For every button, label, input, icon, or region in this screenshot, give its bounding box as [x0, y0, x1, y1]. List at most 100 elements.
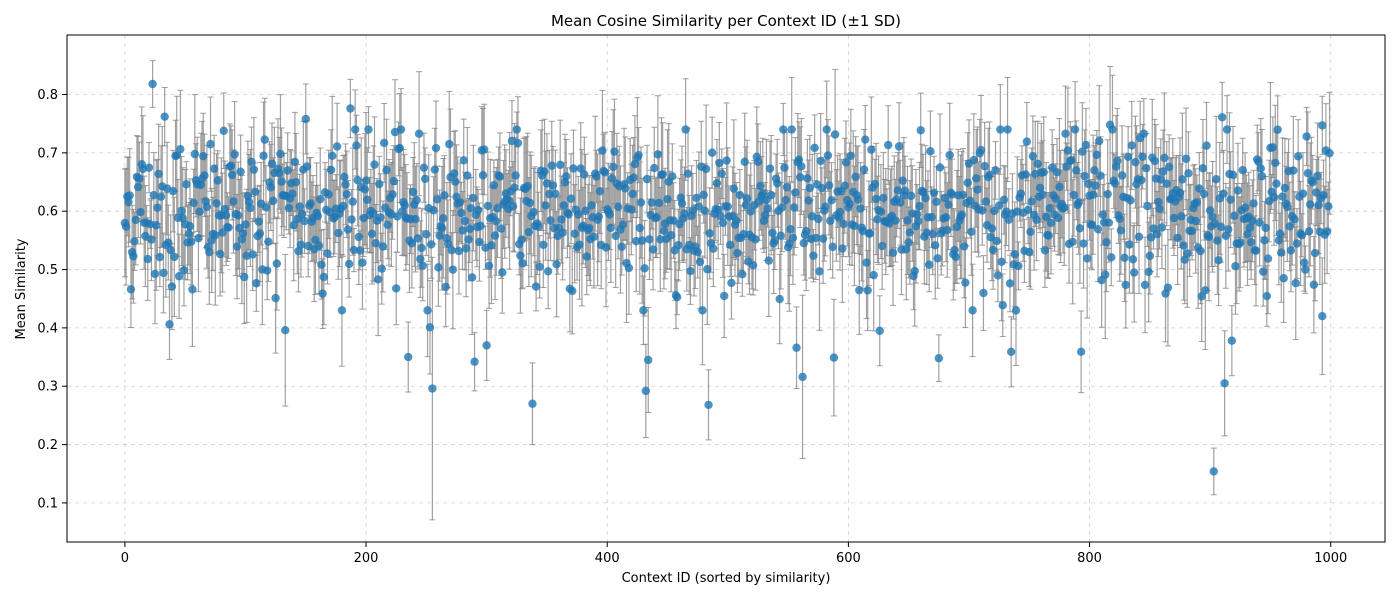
data-point — [845, 199, 854, 209]
data-point — [564, 210, 573, 219]
data-point — [580, 170, 589, 179]
data-point — [469, 193, 478, 203]
data-point — [589, 232, 599, 241]
data-point — [1079, 239, 1088, 248]
data-point — [1224, 225, 1233, 234]
data-point — [1115, 214, 1124, 224]
data-point — [775, 294, 784, 304]
data-point — [905, 228, 915, 237]
data-point — [1246, 238, 1256, 247]
data-point — [915, 201, 924, 211]
data-point — [979, 288, 988, 298]
data-point — [458, 226, 467, 235]
data-point — [1068, 237, 1077, 247]
data-point — [598, 146, 607, 155]
data-point — [176, 144, 185, 154]
data-point — [1297, 231, 1306, 240]
data-point — [963, 178, 972, 187]
data-point — [981, 197, 991, 206]
data-point — [788, 233, 798, 243]
data-point — [910, 266, 919, 276]
data-point — [1221, 231, 1231, 241]
data-point — [277, 177, 286, 186]
data-point — [543, 267, 553, 276]
data-point — [369, 209, 378, 218]
data-point — [1074, 198, 1083, 207]
data-point — [1104, 218, 1114, 227]
data-point — [517, 235, 526, 244]
data-point — [587, 201, 596, 210]
data-point — [654, 198, 664, 208]
data-point — [196, 180, 206, 190]
data-point — [209, 164, 219, 173]
data-point — [906, 191, 916, 201]
data-point — [218, 228, 227, 237]
data-point — [1139, 129, 1149, 138]
data-point — [1123, 152, 1133, 162]
data-point — [289, 221, 298, 230]
data-point — [928, 229, 938, 239]
data-point — [896, 198, 905, 207]
data-point — [422, 230, 431, 239]
data-point — [770, 236, 780, 245]
data-point — [627, 205, 636, 214]
data-point — [801, 226, 811, 236]
data-point — [940, 193, 950, 203]
data-point — [740, 157, 749, 167]
data-point — [827, 196, 836, 205]
data-point — [986, 232, 995, 242]
data-point — [349, 245, 359, 255]
data-point — [700, 206, 710, 216]
data-point — [992, 236, 1001, 246]
data-point — [767, 190, 776, 200]
data-point — [1093, 224, 1103, 234]
data-point — [1025, 247, 1034, 257]
data-point — [1144, 267, 1153, 277]
data-point — [1158, 167, 1168, 176]
data-point — [129, 252, 138, 261]
data-point — [148, 79, 157, 89]
data-point — [545, 189, 554, 199]
data-point — [531, 282, 541, 291]
data-point — [1063, 146, 1073, 155]
data-point — [839, 219, 848, 229]
data-point — [645, 235, 654, 244]
data-point — [350, 125, 360, 134]
data-point — [969, 155, 979, 165]
data-point — [496, 224, 506, 233]
data-point — [202, 202, 212, 212]
data-point — [574, 210, 583, 219]
data-point — [1052, 168, 1062, 177]
data-point — [539, 240, 548, 249]
data-point — [1116, 226, 1126, 235]
data-point — [840, 181, 849, 190]
data-point — [927, 212, 936, 222]
data-point — [732, 216, 741, 226]
data-point — [631, 236, 641, 246]
data-point — [352, 141, 361, 150]
data-point — [978, 206, 987, 215]
data-point — [797, 162, 806, 171]
data-point — [323, 249, 332, 258]
data-point — [945, 150, 954, 160]
data-point — [319, 272, 329, 282]
data-point — [412, 195, 421, 205]
data-point — [791, 188, 800, 197]
data-point — [879, 193, 888, 203]
data-point — [1238, 165, 1247, 175]
data-point — [338, 201, 348, 211]
data-point — [211, 230, 220, 240]
data-point — [850, 221, 859, 231]
data-point — [247, 157, 256, 167]
data-point — [165, 320, 174, 329]
data-point — [389, 176, 398, 186]
data-point — [634, 150, 643, 160]
data-point — [876, 207, 886, 216]
data-point — [1184, 169, 1193, 178]
data-point — [1192, 198, 1202, 207]
data-point — [414, 129, 424, 138]
data-point — [388, 190, 397, 199]
data-point — [248, 250, 257, 259]
data-point — [328, 151, 337, 161]
data-point — [291, 177, 301, 187]
